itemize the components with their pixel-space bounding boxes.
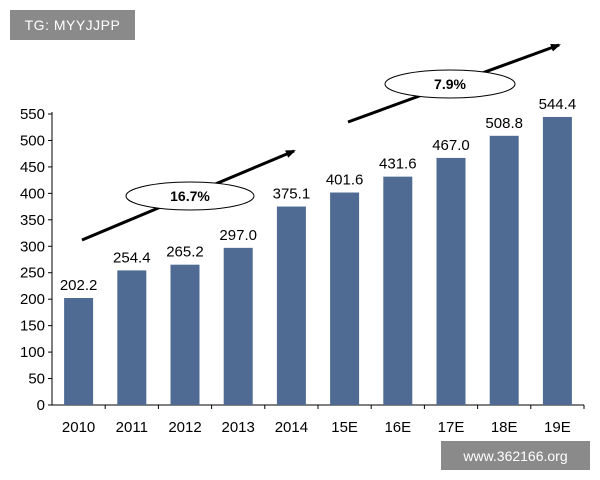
y-tick-label: 150 xyxy=(20,318,45,335)
y-tick-label: 300 xyxy=(20,238,45,255)
y-tick-label: 250 xyxy=(20,265,45,282)
watermark-tag-bottom: www.362166.org xyxy=(441,441,590,470)
y-tick-labels: 0 50 100 150 200 250 300 350 400 450 500 550 xyxy=(20,106,45,414)
y-tick-label: 350 xyxy=(20,212,45,229)
x-tick-label: 2013 xyxy=(222,419,255,436)
value-label: 202.2 xyxy=(60,277,98,294)
bar-2010 xyxy=(64,298,94,405)
x-tick-label: 2010 xyxy=(62,419,95,436)
bar-2013 xyxy=(223,247,253,405)
x-tick-label: 17E xyxy=(438,419,465,436)
growth-label-1: 16.7% xyxy=(170,188,210,204)
y-tick-label: 0 xyxy=(37,397,45,414)
growth-label-2: 7.9% xyxy=(434,76,466,92)
y-tick-label: 50 xyxy=(28,371,45,388)
x-tick-label: 19E xyxy=(544,419,571,436)
y-tick-label: 400 xyxy=(20,185,45,202)
bar-19E xyxy=(542,116,572,406)
chart-bars xyxy=(64,116,572,406)
bar-18E xyxy=(489,135,519,406)
value-label: 265.2 xyxy=(166,244,204,261)
bar-15E xyxy=(330,192,360,405)
value-label: 401.6 xyxy=(326,172,364,189)
value-label: 544.4 xyxy=(539,96,577,113)
y-tick-label: 450 xyxy=(20,159,45,176)
bar-16E xyxy=(383,176,413,405)
y-tick-label: 200 xyxy=(20,291,45,308)
x-tick-label: 15E xyxy=(331,419,358,436)
y-tick-label: 100 xyxy=(20,344,45,361)
value-label: 508.8 xyxy=(485,115,523,132)
value-label: 254.4 xyxy=(113,249,151,266)
value-label: 467.0 xyxy=(432,137,470,154)
y-tick-label: 550 xyxy=(20,106,45,123)
bar-2012 xyxy=(170,264,200,405)
x-tick-label: 2011 xyxy=(116,419,148,436)
x-tick-label: 2014 xyxy=(275,419,308,436)
value-labels: 202.2 254.4 265.2 297.0 375.1 401.6 431.6 467.0… xyxy=(60,96,576,294)
value-label: 431.6 xyxy=(379,156,417,173)
x-tick-label: 18E xyxy=(491,419,518,436)
x-tick-label: 2012 xyxy=(168,419,201,436)
x-tick-label: 16E xyxy=(384,419,411,436)
bar-17E xyxy=(436,157,466,405)
growth-annotations: 16.7% 7.9% xyxy=(81,43,561,242)
bar-2011 xyxy=(117,270,147,405)
value-label: 375.1 xyxy=(273,186,311,203)
watermark-tag-top: TG: MYYJJPP xyxy=(10,10,135,40)
value-label: 297.0 xyxy=(219,227,257,244)
x-tick-labels: 2010 2011 2012 2013 2014 15E 16E 17E 18E 19E xyxy=(62,419,571,436)
growth-ellipse-1 xyxy=(125,181,255,211)
growth-ellipse-2 xyxy=(384,69,516,99)
y-tick-label: 500 xyxy=(20,132,45,149)
bar-2014 xyxy=(276,206,306,405)
